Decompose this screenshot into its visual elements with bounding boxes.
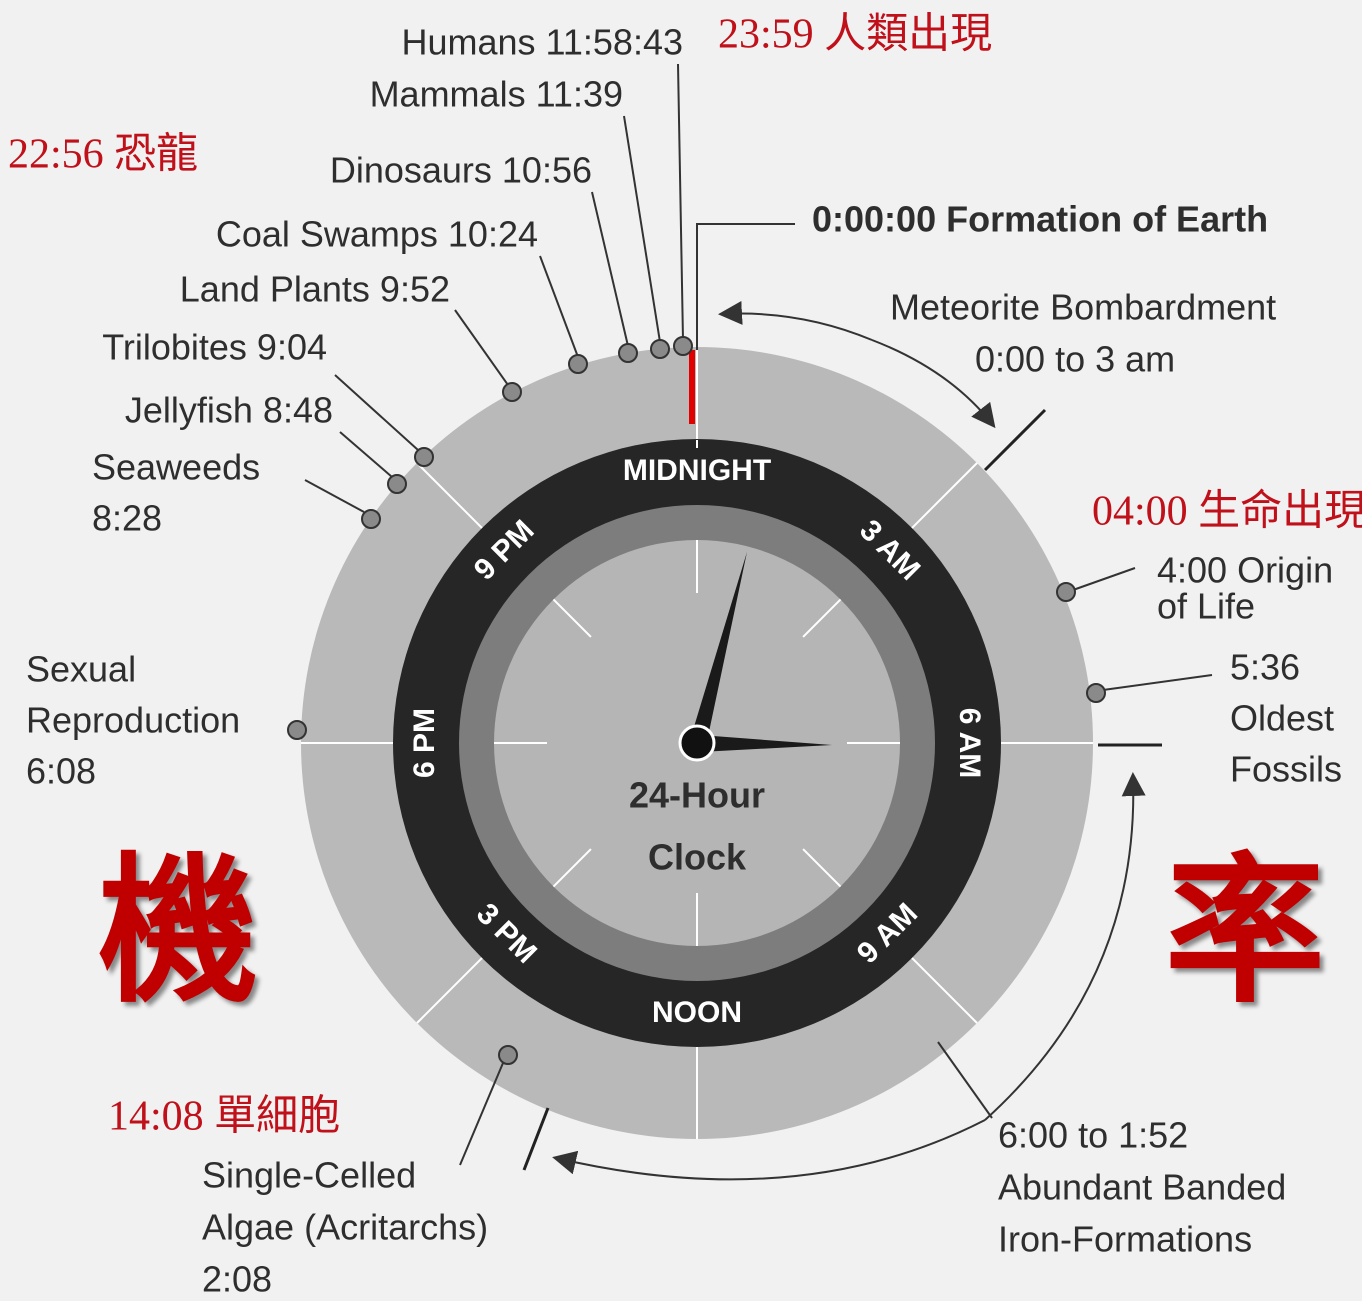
leader: [677, 63, 684, 341]
spokes: [301, 347, 1093, 1139]
clock-title: 24-Hour: [629, 775, 765, 816]
event-dot: [650, 339, 670, 359]
event-label: 6:00 to 1:52: [998, 1115, 1188, 1156]
ring-label: 6 AM: [953, 708, 986, 779]
arrow: [984, 772, 1146, 1121]
spoke: [802, 598, 842, 638]
leader: [539, 255, 579, 358]
annotation: 22:56 恐龍: [8, 132, 198, 178]
leader: [696, 223, 795, 350]
event-label: 2:08: [202, 1259, 272, 1300]
annotation: 14:08 單細胞: [108, 1094, 340, 1140]
period-mark: [983, 408, 1047, 472]
spoke: [416, 462, 483, 529]
leader: [304, 479, 365, 513]
big-character: 率: [1165, 844, 1325, 1022]
big-character: 機: [98, 844, 258, 1022]
event-dot: [287, 720, 307, 740]
event-label: Reproduction: [26, 700, 240, 741]
hour-hand: [690, 552, 747, 746]
event-label: Iron-Formations: [998, 1219, 1252, 1260]
event-label: Coal Swamps 10:24: [216, 214, 538, 255]
ring-label: NOON: [652, 996, 742, 1029]
event-label: Seaweeds: [92, 447, 260, 488]
event-label: Meteorite Bombardment: [890, 287, 1276, 328]
event-label: 5:36: [1230, 647, 1300, 688]
event-label: Sexual: [26, 649, 136, 690]
event-label: Single-Celled: [202, 1155, 416, 1196]
leaders: [304, 63, 1213, 1166]
event-label: Land Plants 9:52: [180, 269, 450, 310]
event-dot: [618, 343, 638, 363]
event-dot: [1056, 582, 1076, 602]
event-dot: [414, 447, 434, 467]
event-labels: Humans 11:58:43 Mammals 11:39 Dinosaurs 10…: [26, 22, 1342, 1300]
event-label: Dinosaurs 10:56: [330, 150, 592, 191]
event-label: Abundant Banded: [998, 1167, 1286, 1208]
event-dot: [498, 1045, 518, 1065]
leader: [454, 309, 509, 386]
hub: [678, 724, 716, 762]
event-dot: [673, 336, 693, 356]
event-dot: [387, 474, 407, 494]
leader: [591, 191, 629, 347]
spoke: [552, 848, 592, 888]
leader: [1072, 567, 1136, 591]
arrow: [552, 1119, 986, 1181]
event-label: Mammals 11:39: [370, 74, 623, 115]
leader: [1102, 674, 1213, 691]
event-label: Humans 11:58:43: [401, 22, 683, 63]
spoke: [552, 598, 592, 638]
annotation: 04:00 生命出現: [1092, 488, 1362, 535]
ring-label: 6 PM: [408, 708, 441, 778]
event-label: 4:00 Origin: [1157, 550, 1333, 591]
period-mark: [522, 1107, 550, 1171]
leader: [339, 431, 393, 478]
leader: [623, 115, 661, 343]
event-dot: [502, 382, 522, 402]
spoke: [911, 462, 978, 529]
ring-label: MIDNIGHT: [623, 454, 771, 487]
event-label: Algae (Acritarchs): [202, 1207, 488, 1248]
minute-hand: [700, 735, 832, 752]
event-label: Fossils: [1230, 749, 1342, 790]
event-label: 8:28: [92, 498, 162, 539]
spoke: [911, 957, 978, 1024]
event-dots: [287, 336, 1106, 1065]
event-label: 6:08: [26, 751, 96, 792]
arrow: [718, 300, 873, 341]
spoke: [416, 957, 483, 1024]
event-dot: [1086, 683, 1106, 703]
event-dot: [568, 354, 588, 374]
event-label: of Life: [1157, 586, 1255, 627]
event-dot: [361, 509, 381, 529]
arrow: [871, 339, 996, 429]
leader: [459, 1062, 504, 1166]
clock-title: Clock: [648, 837, 747, 878]
event-label: Trilobites 9:04: [102, 327, 327, 368]
event-label: Oldest: [1230, 698, 1334, 739]
leader: [937, 1041, 993, 1119]
spoke: [802, 848, 842, 888]
event-label: Jellyfish 8:48: [125, 390, 333, 431]
event-label: 0:00 to 3 am: [975, 339, 1175, 380]
leader: [334, 374, 419, 451]
event-label: 0:00:00 Formation of Earth: [812, 199, 1268, 240]
annotation: 23:59 人類出現: [718, 12, 992, 58]
